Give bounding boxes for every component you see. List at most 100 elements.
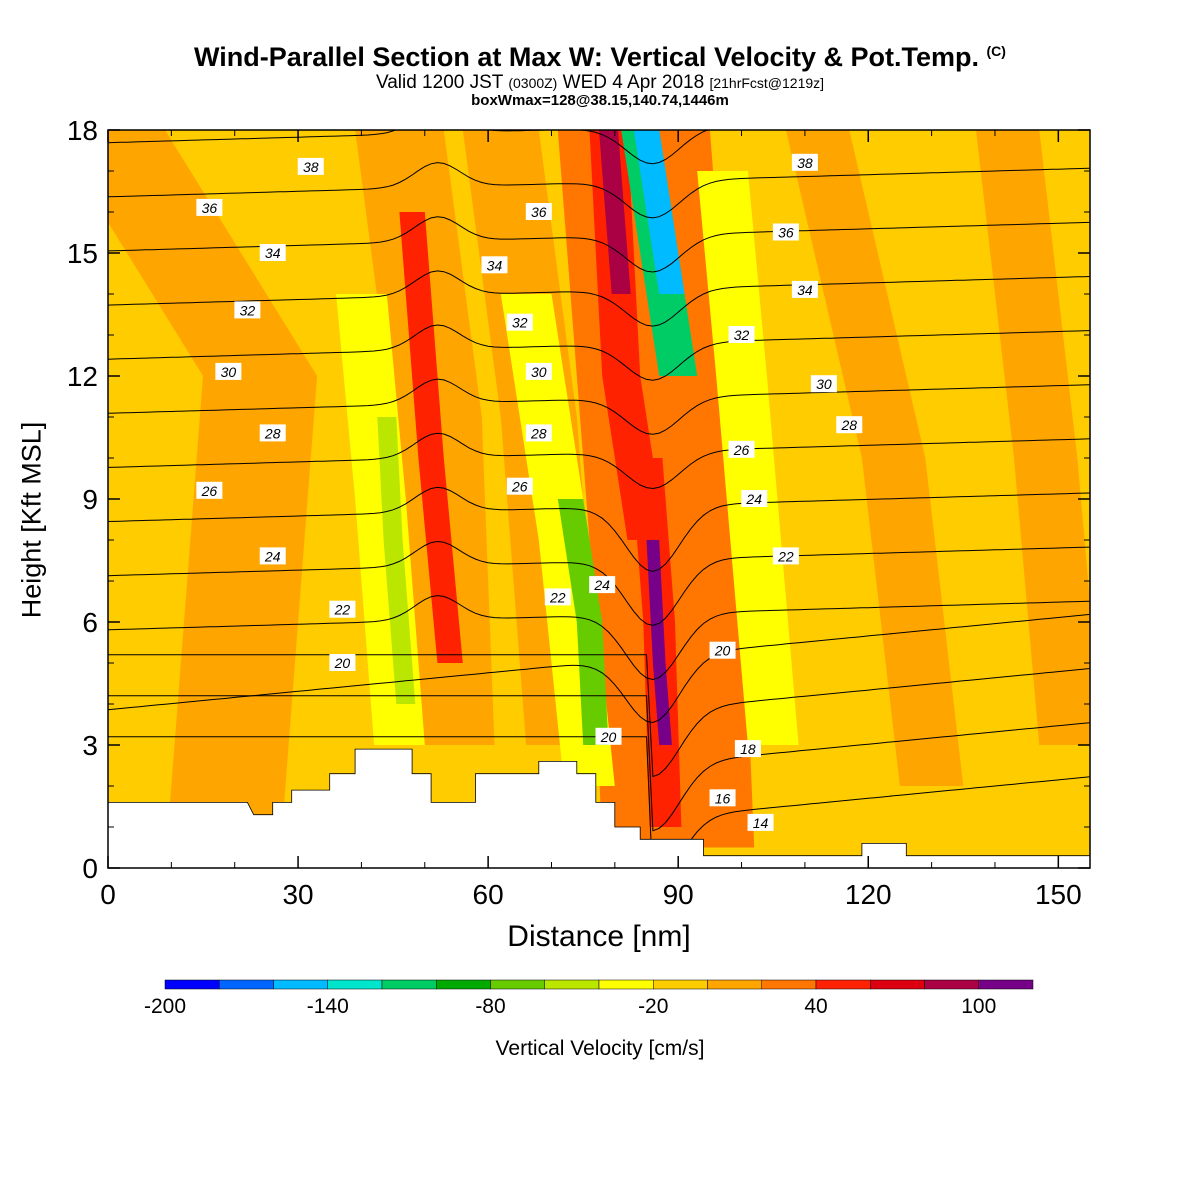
colorbar-swatch bbox=[924, 979, 979, 990]
svg-text:30: 30 bbox=[816, 376, 832, 392]
theta-contour-40 bbox=[108, 130, 709, 165]
theta-contour-18 bbox=[108, 654, 1090, 778]
y-tick-label: 18 bbox=[67, 115, 98, 146]
x-tick-label: 120 bbox=[845, 879, 892, 910]
colorbar-swatch bbox=[598, 979, 654, 990]
chart-subtitle-2: boxWmax=128@38.15,140.74,1446m bbox=[471, 92, 729, 109]
svg-text:26: 26 bbox=[201, 483, 218, 499]
vv-band-4 bbox=[785, 130, 964, 786]
contour-label: 30 bbox=[215, 362, 242, 380]
contour-label: 22 bbox=[772, 547, 799, 565]
contour-label: 22 bbox=[329, 600, 356, 618]
y-tick-label: 9 bbox=[82, 484, 98, 515]
svg-text:36: 36 bbox=[531, 204, 547, 220]
colorbar-swatch bbox=[164, 979, 220, 990]
contour-label: 38 bbox=[791, 153, 818, 171]
svg-text:14: 14 bbox=[753, 815, 769, 831]
svg-text:36: 36 bbox=[778, 225, 794, 241]
colorbar-swatch bbox=[815, 979, 871, 990]
theta-contour-32 bbox=[108, 324, 1090, 381]
x-axis-label: Distance [nm] bbox=[507, 920, 691, 953]
terrain-mask bbox=[108, 748, 1090, 868]
contour-label: 24 bbox=[589, 576, 616, 594]
theta-contour-24 bbox=[108, 540, 1090, 626]
contour-label: 22 bbox=[544, 588, 571, 606]
theta-contour-28 bbox=[108, 432, 1090, 490]
theta-contour-20 bbox=[108, 613, 1090, 724]
svg-text:30: 30 bbox=[531, 364, 547, 380]
contour-label: 34 bbox=[791, 280, 818, 298]
contour-label: 16 bbox=[709, 789, 736, 807]
contour-label: 36 bbox=[196, 198, 223, 216]
theta-contour-38 bbox=[108, 162, 1090, 219]
svg-text:34: 34 bbox=[797, 282, 813, 298]
contour-label: 34 bbox=[259, 244, 286, 261]
copyright-mark: (C) bbox=[986, 43, 1006, 59]
colorbar-swatch bbox=[490, 979, 545, 990]
contour-label: 36 bbox=[525, 203, 552, 220]
contour-label: 24 bbox=[741, 490, 768, 507]
theta-contour-22 bbox=[108, 595, 1090, 681]
contour-label: 18 bbox=[734, 740, 761, 758]
svg-text:34: 34 bbox=[487, 257, 503, 273]
colorbar-swatch bbox=[544, 979, 600, 990]
colorbar-swatch bbox=[870, 979, 925, 990]
theta-contour-30 bbox=[108, 378, 1090, 435]
svg-text:30: 30 bbox=[221, 364, 237, 380]
contour-label: 26 bbox=[506, 477, 533, 495]
contour-label: 26 bbox=[728, 440, 755, 458]
y-tick-label: 0 bbox=[82, 853, 98, 884]
contour-label: 32 bbox=[728, 326, 755, 343]
colorbar-swatch bbox=[436, 979, 491, 990]
contour-label: 26 bbox=[196, 481, 223, 499]
svg-text:34: 34 bbox=[265, 245, 281, 261]
vv-band-11 bbox=[399, 212, 463, 663]
x-tick-label: 30 bbox=[282, 879, 313, 910]
svg-text:22: 22 bbox=[777, 548, 794, 564]
svg-text:20: 20 bbox=[714, 643, 731, 659]
colorbar-tick-label: -20 bbox=[638, 995, 668, 1018]
colorbar-tick-label: -80 bbox=[475, 995, 505, 1018]
svg-text:32: 32 bbox=[734, 327, 750, 343]
x-tick-label: 150 bbox=[1035, 879, 1082, 910]
y-tick-label: 12 bbox=[67, 361, 98, 392]
svg-text:22: 22 bbox=[549, 589, 566, 605]
contour-label: 34 bbox=[481, 256, 508, 274]
contour-label: 30 bbox=[525, 362, 552, 380]
theta-contour-16 bbox=[108, 695, 1090, 832]
colorbar-swatch bbox=[219, 979, 274, 990]
theta-contour-34 bbox=[108, 270, 1090, 327]
svg-text:24: 24 bbox=[264, 548, 281, 564]
colorbar-tick-label: -140 bbox=[307, 995, 349, 1018]
contour-label: 20 bbox=[329, 654, 356, 671]
contour-label: 20 bbox=[709, 641, 736, 659]
colorbar-swatch bbox=[653, 979, 708, 990]
svg-text:38: 38 bbox=[303, 159, 319, 175]
svg-text:20: 20 bbox=[334, 655, 351, 671]
colorbar-label: Vertical Velocity [cm/s] bbox=[495, 1037, 705, 1060]
contour-label: 38 bbox=[297, 157, 324, 175]
svg-text:18: 18 bbox=[740, 741, 756, 757]
contour-label: 32 bbox=[234, 301, 261, 319]
svg-text:22: 22 bbox=[334, 602, 351, 618]
svg-text:20: 20 bbox=[600, 729, 617, 745]
contour-label: 32 bbox=[506, 313, 533, 331]
svg-text:16: 16 bbox=[715, 790, 731, 806]
vv-band-10 bbox=[557, 499, 609, 745]
vv-band-14 bbox=[599, 130, 631, 294]
vv-band-15 bbox=[646, 540, 672, 745]
contour-label: 14 bbox=[747, 813, 774, 831]
colorbar-swatch bbox=[707, 979, 762, 990]
colorbar-swatch bbox=[381, 979, 437, 990]
y-tick-label: 6 bbox=[82, 607, 98, 638]
colorbar-swatch bbox=[327, 979, 383, 990]
vv-band-17 bbox=[633, 130, 685, 294]
chart-subtitle: Valid 1200 JST (0300Z) WED 4 Apr 2018 [2… bbox=[375, 72, 825, 93]
colorbar-swatch bbox=[273, 979, 328, 990]
contour-label: 24 bbox=[259, 547, 286, 565]
colorbar-tick-label: -200 bbox=[144, 995, 186, 1018]
y-tick-label: 3 bbox=[82, 730, 98, 761]
colorbar-tick-label: 100 bbox=[961, 995, 996, 1018]
y-tick-label: 15 bbox=[67, 238, 98, 269]
